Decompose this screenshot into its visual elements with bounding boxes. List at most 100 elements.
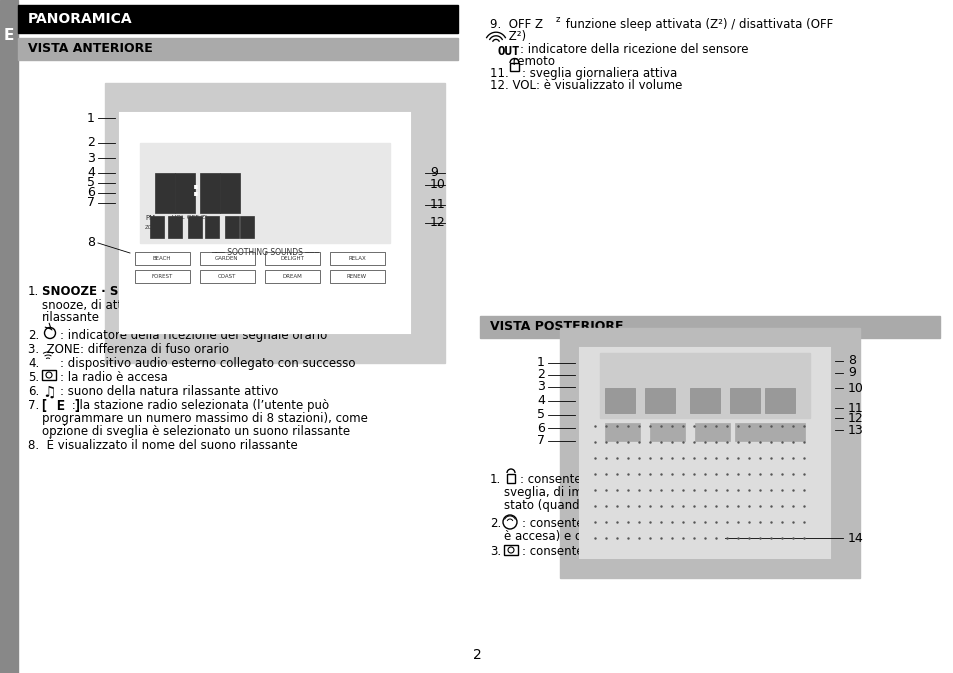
Text: SNOOZE · SOUND:: SNOOZE · SOUND:: [42, 285, 162, 298]
Text: sveglia, di impostare la sveglia e di visualizzarne lo: sveglia, di impostare la sveglia e di vi…: [503, 486, 807, 499]
Text: VISTA ANTERIORE: VISTA ANTERIORE: [28, 42, 152, 55]
Text: rilassante: rilassante: [42, 311, 100, 324]
Bar: [18, 5, 457, 33]
Bar: [579, 348, 829, 558]
Text: 5: 5: [87, 176, 95, 190]
Text: 2: 2: [537, 369, 544, 382]
Text: DREAM: DREAM: [282, 274, 301, 279]
Text: 3.  ZONE: differenza di fuso orario: 3. ZONE: differenza di fuso orario: [28, 343, 229, 356]
Text: 13: 13: [847, 423, 862, 437]
Bar: [140, 143, 390, 243]
Text: 3: 3: [537, 380, 544, 394]
Text: ZONE: ZONE: [145, 225, 160, 230]
Text: : sveglia giornaliera attiva: : sveglia giornaliera attiva: [521, 67, 677, 80]
Text: 3.: 3.: [490, 545, 500, 558]
Bar: [729, 388, 760, 413]
Bar: [205, 216, 219, 238]
Text: 7.: 7.: [28, 399, 39, 412]
Bar: [649, 423, 684, 441]
Bar: [734, 423, 769, 441]
Text: : consente di accendere e spegnere la radio: : consente di accendere e spegnere la ra…: [521, 545, 781, 558]
Bar: [188, 216, 202, 238]
Text: 2: 2: [87, 137, 95, 149]
Text: 4.: 4.: [28, 357, 39, 370]
Text: COAST: COAST: [217, 274, 236, 279]
Bar: [0, 0, 18, 673]
Bar: [42, 370, 56, 380]
Text: VOL OFF Zᶜ: VOL OFF Zᶜ: [172, 215, 208, 220]
Text: programmare un numero massimo di 8 stazioni), come: programmare un numero massimo di 8 stazi…: [42, 412, 368, 425]
Text: remoto: remoto: [490, 55, 555, 68]
Text: z: z: [556, 15, 559, 24]
Bar: [200, 270, 254, 283]
Bar: [330, 270, 385, 283]
Bar: [510, 63, 518, 71]
Text: : indicatore della ricezione del sensore: : indicatore della ricezione del sensore: [519, 43, 748, 56]
Text: [ E ]: [ E ]: [40, 399, 82, 413]
Text: 11.: 11.: [490, 67, 512, 80]
Bar: [174, 173, 194, 213]
Bar: [506, 474, 515, 483]
Text: RELAX: RELAX: [348, 256, 366, 261]
Bar: [265, 270, 319, 283]
Bar: [764, 388, 794, 413]
Text: :: :: [192, 182, 200, 201]
Bar: [150, 216, 164, 238]
Bar: [689, 388, 720, 413]
Text: 1: 1: [87, 112, 95, 125]
Text: : consente di attivare / disattivare la funzione della: : consente di attivare / disattivare la …: [519, 473, 821, 486]
Text: 12: 12: [847, 411, 862, 425]
Text: : la stazione radio selezionata (l’utente può: : la stazione radio selezionata (l’utent…: [68, 399, 329, 412]
Text: 2: 2: [472, 648, 481, 662]
Bar: [604, 423, 639, 441]
Bar: [220, 173, 240, 213]
Bar: [18, 38, 457, 60]
Bar: [769, 423, 804, 441]
Text: PM: PM: [145, 215, 155, 221]
Text: FOREST: FOREST: [152, 274, 172, 279]
Text: BEACH: BEACH: [152, 256, 172, 261]
Text: snooze, di attivare / disattivare e selezionare il suono: snooze, di attivare / disattivare e sele…: [42, 298, 358, 311]
Text: 1: 1: [537, 357, 544, 369]
Bar: [225, 216, 239, 238]
Bar: [695, 423, 729, 441]
Bar: [120, 113, 410, 333]
Text: VISTA POSTERIORE: VISTA POSTERIORE: [490, 320, 623, 334]
Bar: [559, 328, 859, 578]
Text: OUT: OUT: [497, 45, 520, 58]
Text: 9: 9: [430, 166, 437, 180]
Text: GARDEN: GARDEN: [215, 256, 238, 261]
Bar: [240, 216, 253, 238]
Text: funzione sleep attivata (Z²) / disattivata (OFF: funzione sleep attivata (Z²) / disattiva…: [561, 18, 832, 31]
Text: 6: 6: [87, 186, 95, 199]
Bar: [154, 173, 174, 213]
Bar: [135, 270, 190, 283]
Bar: [200, 252, 254, 265]
Text: : dispositivo audio esterno collegato con successo: : dispositivo audio esterno collegato co…: [60, 357, 355, 370]
Text: è accesa) e di memorizzarne la frequenza: è accesa) e di memorizzarne la frequenza: [503, 530, 751, 543]
Text: 8: 8: [847, 355, 855, 367]
Text: 5: 5: [537, 409, 544, 421]
Text: 7: 7: [537, 435, 544, 448]
Text: 9: 9: [847, 367, 855, 380]
Bar: [168, 216, 182, 238]
Bar: [265, 252, 319, 265]
Bar: [644, 388, 675, 413]
Text: 12. VOL: è visualizzato il volume: 12. VOL: è visualizzato il volume: [490, 79, 681, 92]
Text: ♫: ♫: [42, 385, 55, 400]
Text: opzione di sveglia è selezionato un suono rilassante: opzione di sveglia è selezionato un suon…: [42, 425, 350, 438]
Bar: [503, 545, 517, 555]
Bar: [135, 252, 190, 265]
Text: 4: 4: [537, 394, 544, 407]
Text: : la radio è accesa: : la radio è accesa: [60, 371, 168, 384]
Text: 10: 10: [430, 178, 445, 192]
Text: E: E: [4, 28, 14, 43]
Text: : consente di alternare le stazioni (quando la radio: : consente di alternare le stazioni (qua…: [521, 517, 821, 530]
Text: 14: 14: [847, 532, 862, 544]
Text: : indicatore della ricezione del segnale orario: : indicatore della ricezione del segnale…: [60, 329, 327, 342]
Bar: [599, 353, 809, 418]
Text: 4: 4: [87, 166, 95, 180]
Text: 2.: 2.: [490, 517, 500, 530]
Text: Z²): Z²): [490, 30, 525, 43]
Bar: [604, 388, 635, 413]
